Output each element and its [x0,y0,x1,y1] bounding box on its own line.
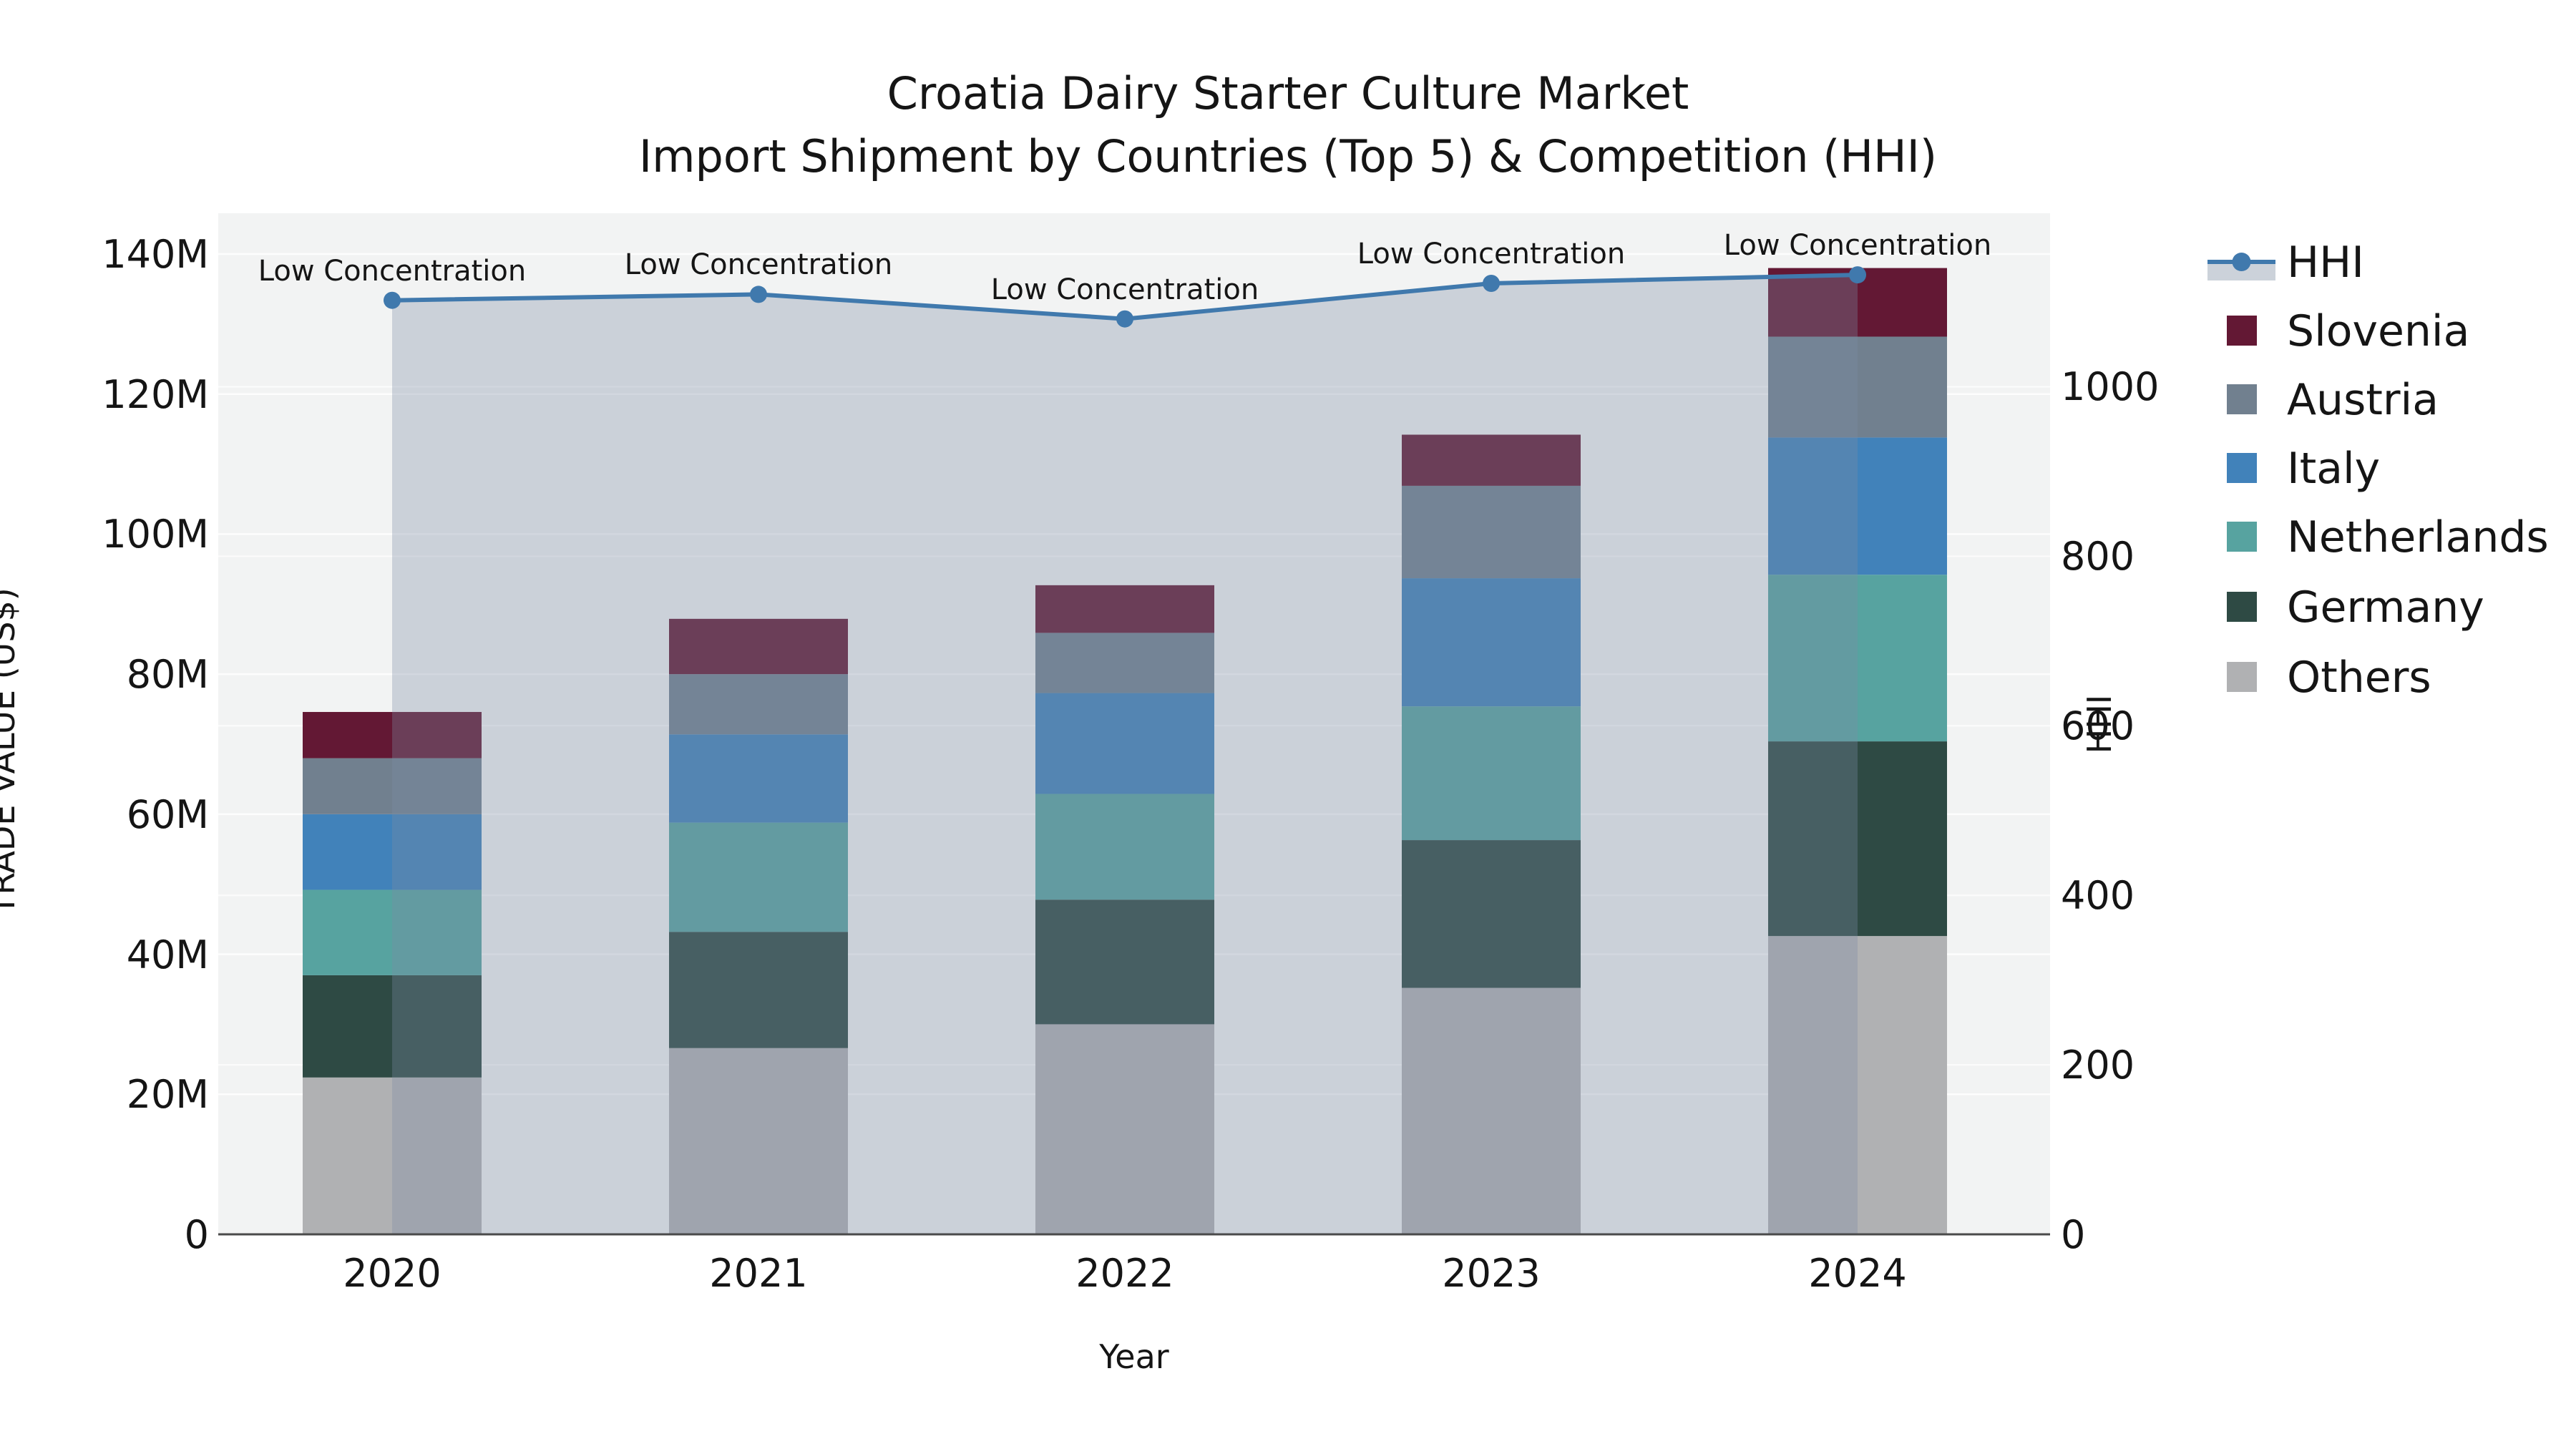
bar-segment-netherlands-2023 [1402,706,1581,841]
bar-segment-germany-2021 [669,932,848,1048]
legend-swatch-germany [2227,592,2257,622]
y-right-tick-800: 800 [2061,534,2135,579]
bar-segment-netherlands-2022 [1035,794,1214,900]
y-left-tick-80M: 80M [127,652,209,697]
legend-label-slovenia: Slovenia [2287,306,2469,356]
y-left-tick-20M: 20M [127,1072,209,1117]
hhi-area-fill [392,275,1858,1235]
x-tick-2020: 2020 [343,1251,441,1296]
x-axis-title: Year [1098,1337,1169,1376]
bar-segment-slovenia-2020 [303,711,482,758]
legend-swatch-netherlands [2227,522,2257,552]
bar-segment-others-2024 [1768,936,1947,1234]
annotation-2023: Low Concentration [1357,238,1625,270]
y-right-axis-title: HHI [2080,695,2119,754]
y-left-tick-60M: 60M [127,792,209,837]
legend-label-austria: Austria [2287,375,2439,425]
annotation-2024: Low Concentration [1724,229,1991,262]
legend-label-others: Others [2287,653,2431,703]
bar-segment-others-2023 [1402,987,1581,1234]
x-tick-2022: 2022 [1075,1251,1174,1296]
legend-swatch-austria [2227,384,2257,414]
hhi-marker-2023 [1483,275,1500,292]
bar-segment-italy-2024 [1768,437,1947,575]
x-tick-2023: 2023 [1442,1251,1540,1296]
bar-segment-slovenia-2022 [1035,585,1214,633]
y-left-axis-title: TRADE VALUE (US$) [0,587,22,915]
y-left-tick-0: 0 [185,1212,209,1257]
y-left-tick-100M: 100M [102,512,209,557]
y-right-tick-200: 200 [2061,1043,2135,1088]
hhi-marker-2021 [750,286,767,303]
chart-title-line2: Import Shipment by Countries (Top 5) & C… [639,130,1937,182]
x-tick-2021: 2021 [709,1251,807,1296]
bar-segment-austria-2023 [1402,485,1581,579]
bar-segment-others-2022 [1035,1024,1214,1234]
annotation-2021: Low Concentration [625,248,892,281]
bar-segment-austria-2021 [669,674,848,735]
legend-label-germany: Germany [2287,582,2484,633]
bar-segment-netherlands-2021 [669,822,848,932]
legend-hhi-marker-icon [2232,253,2251,271]
y-right-tick-400: 400 [2061,873,2135,918]
bar-segment-netherlands-2020 [303,889,482,975]
bar-segment-netherlands-2024 [1768,575,1947,742]
bar-segment-germany-2024 [1768,741,1947,937]
bar-segment-austria-2020 [303,758,482,814]
bar-segment-italy-2020 [303,814,482,890]
y-right-tick-0: 0 [2061,1212,2085,1257]
y-left-tick-40M: 40M [127,932,209,977]
legend-swatch-italy [2227,453,2257,483]
bar-segment-others-2021 [669,1048,848,1234]
hhi-marker-2020 [384,291,401,309]
chart-title-line1: Croatia Dairy Starter Culture Market [887,67,1689,119]
bar-segment-italy-2022 [1035,693,1214,794]
bar-segment-germany-2022 [1035,899,1214,1025]
legend-label-netherlands: Netherlands [2287,512,2549,562]
annotation-2020: Low Concentration [258,255,526,288]
legend-label-italy: Italy [2287,444,2380,494]
bar-segment-others-2020 [303,1077,482,1234]
bar-segment-italy-2023 [1402,578,1581,707]
y-right-tick-1000: 1000 [2061,364,2159,409]
legend-label-hhi: HHI [2287,238,2364,288]
x-tick-2024: 2024 [1808,1251,1906,1296]
annotation-2022: Low Concentration [991,273,1259,306]
bar-segment-germany-2020 [303,975,482,1078]
y-right-tick-600: 600 [2061,703,2135,748]
legend: HHI Slovenia Austria Italy Netherlands German… [2207,238,2549,703]
bar-segment-austria-2024 [1768,336,1947,438]
bar-segment-germany-2023 [1402,840,1581,988]
bar-segment-italy-2021 [669,734,848,823]
legend-swatch-slovenia [2227,316,2257,346]
legend-swatch-others [2227,662,2257,692]
y-left-tick-120M: 120M [102,372,209,417]
hhi-marker-2024 [1849,266,1866,284]
y-left-tick-140M: 140M [102,232,209,277]
bar-segment-slovenia-2023 [1402,434,1581,486]
bar-segment-austria-2022 [1035,633,1214,693]
hhi-marker-2022 [1116,310,1133,328]
bar-segment-slovenia-2021 [669,618,848,675]
plot-area-group: Low Concentration Low Concentration Low Co… [102,213,2159,1296]
